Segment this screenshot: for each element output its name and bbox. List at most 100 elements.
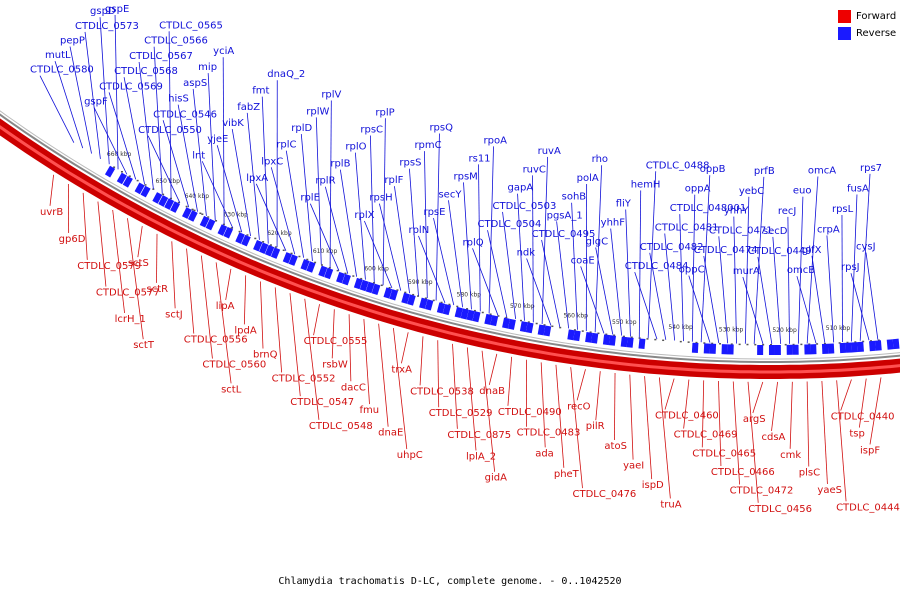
forward-gene-label: truA	[660, 499, 681, 510]
reverse-gene-label: rpsJ	[841, 262, 860, 273]
forward-leader-line	[83, 193, 87, 260]
legend-forward: Forward	[838, 8, 896, 25]
forward-gene-label: CTDLC_0547	[290, 397, 354, 408]
scale-dot	[283, 250, 285, 252]
reverse-leader-line	[648, 171, 656, 338]
forward-gene-label: dnaE	[378, 428, 403, 439]
reverse-gene-label: rpsL	[832, 204, 854, 215]
forward-gene-label: ispD	[642, 480, 664, 491]
reverse-gene-label: CTDLC_0568	[114, 66, 178, 77]
kbp-tick-label: 590 kbp	[408, 279, 433, 286]
reverse-gene-label: rplN	[408, 225, 429, 236]
reverse-feature-arrow	[893, 339, 900, 350]
reverse-leader-line	[364, 221, 392, 288]
reverse-feature-arrow	[787, 345, 793, 355]
reverse-leader-line	[109, 92, 136, 179]
reverse-gene-label: fliY	[616, 199, 632, 210]
forward-leader-line	[401, 332, 408, 363]
reverse-gene-label: ndk	[517, 247, 536, 258]
forward-gene-label: atoS	[604, 441, 627, 452]
reverse-leader-line	[860, 174, 870, 341]
forward-leader-line	[772, 382, 778, 431]
reverse-gene-label: rplF	[384, 175, 403, 186]
reverse-gene-label: fabZ	[237, 102, 260, 113]
reverse-leader-line	[325, 187, 347, 274]
scale-dot	[381, 285, 383, 287]
forward-leader-line	[614, 373, 615, 440]
reverse-feature-arrow	[775, 345, 781, 355]
reverse-feature-arrow	[757, 345, 763, 355]
reverse-gene-label: rpsQ	[429, 123, 453, 134]
forward-leader-line	[50, 175, 54, 206]
forward-leader-line	[841, 380, 852, 411]
reverse-gene-label: rplD	[291, 123, 312, 134]
forward-gene-label: ada	[535, 448, 554, 459]
reverse-leader-line	[851, 273, 869, 340]
reverse-gene-label: coaE	[571, 255, 595, 266]
scale-dot	[746, 344, 748, 346]
reverse-gene-label: glgC	[586, 236, 608, 247]
reverse-leader-line	[286, 151, 303, 258]
scale-dot	[662, 340, 664, 342]
forward-leader-line	[349, 314, 351, 381]
forward-gene-label: yaeS	[817, 485, 842, 496]
reverse-gene-label: CTDLC_0580	[30, 65, 94, 76]
forward-gene-label: dnaB	[479, 386, 505, 397]
forward-leader-line	[807, 381, 809, 466]
reverse-gene-label: sohB	[562, 192, 587, 203]
scale-dot	[254, 238, 256, 240]
reverse-gene-label: dnaQ_2	[267, 69, 305, 80]
reverse-gene-label: rplO	[345, 142, 366, 153]
reverse-feature-arrow	[846, 342, 853, 352]
scale-dot	[192, 209, 194, 211]
reverse-gene-label: fmt	[252, 86, 269, 97]
scale-dot	[536, 323, 538, 325]
reverse-leader-line	[208, 73, 215, 220]
scale-dot	[144, 184, 146, 186]
figure-caption: Chlamydia trachomatis D-LC, complete gen…	[0, 576, 900, 587]
reverse-leader-line	[394, 186, 409, 293]
reverse-leader-line	[842, 215, 843, 342]
forward-leader-line	[172, 241, 175, 308]
reverse-feature-arrow	[727, 344, 733, 354]
legend-forward-swatch	[838, 10, 851, 23]
reverse-gene-label: hemH	[631, 179, 661, 190]
scale-dot	[785, 344, 787, 346]
reverse-gene-label: CTDLC_0565	[159, 20, 223, 31]
forward-leader-line	[508, 357, 512, 406]
forward-leader-line	[187, 249, 194, 334]
forward-gene-label: lipA	[216, 301, 235, 312]
scale-dot	[129, 175, 131, 177]
forward-leader-line	[645, 376, 652, 479]
reverse-gene-label: glfX	[802, 245, 822, 256]
reverse-leader-line	[418, 236, 444, 303]
forward-gene-label: gp6D	[59, 234, 86, 245]
scale-dot	[186, 206, 188, 208]
reverse-leader-line	[812, 256, 825, 343]
kbp-tick-label: 520 kbp	[772, 327, 797, 334]
forward-gene-label: CTDLC_0483	[517, 428, 581, 439]
forward-leader-line	[790, 382, 792, 449]
forward-gene-label: lplA_2	[466, 451, 496, 462]
reverse-gene-label: CTDLC_0573	[75, 21, 139, 32]
reverse-gene-label: rplB	[330, 159, 350, 170]
forward-gene-label: uvrB	[40, 207, 63, 218]
forward-leader-line	[596, 371, 600, 420]
forward-gene-label: CTDLC_0529	[429, 408, 493, 419]
forward-gene-label: CTDLC_0555	[304, 336, 368, 347]
forward-gene-label: CTDLC_0456	[748, 504, 812, 515]
scale-dot	[559, 327, 561, 329]
forward-gene-label: CTDLC_0466	[711, 467, 775, 478]
forward-strand-highlight	[0, 112, 900, 372]
forward-gene-label: argS	[743, 414, 766, 425]
reverse-leader-line	[758, 257, 772, 344]
reverse-gene-label: rpsC	[360, 125, 383, 136]
forward-gene-label: CTDLC_0548	[309, 421, 373, 432]
reverse-leader-line	[866, 253, 878, 340]
forward-leader-line	[98, 202, 106, 287]
reverse-leader-line	[701, 175, 710, 342]
reverse-gene-label: yhhY	[724, 206, 750, 217]
reverse-gene-label: mip	[198, 62, 217, 73]
reverse-gene-label: oppC	[679, 265, 705, 276]
reverse-feature-arrow	[857, 342, 864, 352]
